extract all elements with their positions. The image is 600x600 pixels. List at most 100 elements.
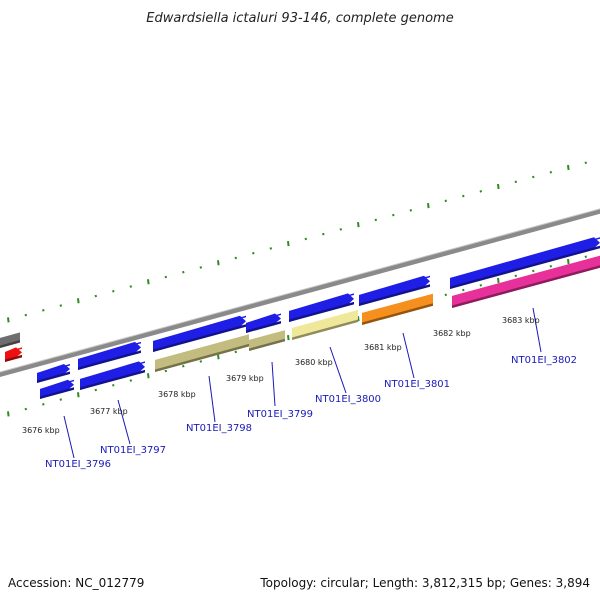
gene-leader-line bbox=[117, 399, 131, 445]
outer-scale-tick bbox=[357, 222, 360, 228]
gene-label: NT01EI_3796 bbox=[45, 459, 111, 470]
gene-blue-3796a bbox=[37, 364, 70, 383]
gene-blue-3796b-shade bbox=[40, 387, 74, 399]
outer-scale-tick bbox=[7, 317, 10, 323]
gene-blue-3799 bbox=[246, 313, 281, 333]
gene-gray-left-shade bbox=[0, 340, 20, 348]
outer-scale-tick bbox=[164, 275, 168, 279]
outer-scale-tick bbox=[444, 199, 448, 203]
gene-leader-line bbox=[532, 307, 542, 353]
outer-scale-tick bbox=[409, 209, 413, 212]
inner-scale-tick bbox=[462, 288, 465, 292]
gene-blue-3800 bbox=[289, 293, 354, 322]
gene-blue-3796a-shade bbox=[37, 371, 70, 383]
leader-layer bbox=[63, 307, 542, 459]
gene-magenta-3802 bbox=[452, 255, 600, 308]
gene-blue-3801 bbox=[359, 275, 430, 306]
inner-scale-tick bbox=[444, 293, 448, 297]
genome-backbone-highlight bbox=[0, 208, 600, 373]
inner-scale-tick bbox=[94, 388, 98, 392]
gene-gray-left-edge bbox=[0, 332, 20, 340]
outer-scale-tick bbox=[479, 190, 483, 193]
outer-scale-tick bbox=[339, 228, 343, 231]
kbp-label: 3678 kbp bbox=[158, 390, 196, 399]
gene-blue-3799-edge bbox=[246, 313, 281, 325]
gene-blue-3799-shade bbox=[246, 320, 281, 333]
gene-leader-line bbox=[402, 332, 415, 379]
outer-scale-tick bbox=[234, 256, 238, 260]
gene-layer bbox=[0, 237, 600, 399]
gene-blue-3801-shade bbox=[359, 284, 430, 306]
inner-scale-tick bbox=[112, 383, 115, 387]
kbp-label: 3682 kbp bbox=[433, 329, 471, 338]
gene-blue-3796a-edge bbox=[37, 364, 70, 375]
outer-scale-tick bbox=[514, 180, 518, 184]
gene-orange-3801-edge bbox=[362, 293, 433, 315]
outer-scale-tick bbox=[182, 270, 185, 274]
gene-blue-3796b-edge bbox=[40, 379, 74, 391]
outer-scale-tick bbox=[252, 251, 255, 255]
kbp-label-layer: 3676 kbp 3677 kbp 3678 kbp 3679 kbp 3680 kbp… bbox=[22, 316, 540, 435]
kbp-label: 3676 kbp bbox=[22, 426, 60, 435]
inner-scale-tick bbox=[234, 350, 238, 354]
gene-blue-3798-edge bbox=[153, 315, 246, 343]
outer-scale-tick bbox=[77, 298, 80, 304]
gene-blue-3802-shade bbox=[450, 245, 600, 289]
inner-scale-tick bbox=[287, 335, 290, 341]
inner-scale-tick bbox=[514, 274, 518, 278]
outer-scale-tick bbox=[427, 202, 430, 209]
gene-olive-3798-edge bbox=[155, 334, 249, 362]
accession-text: Accession: NC_012779 bbox=[8, 576, 144, 590]
outer-scale-tick bbox=[24, 313, 28, 317]
outer-scale-tick bbox=[129, 285, 133, 288]
inner-scale-tick bbox=[77, 392, 80, 398]
inner-scale-tick bbox=[129, 379, 133, 382]
gene-blue-3798-shade bbox=[153, 324, 246, 352]
inner-scale-tick bbox=[357, 316, 360, 322]
outer-scale-tick bbox=[217, 260, 220, 266]
inner-scale-tick bbox=[217, 354, 220, 360]
outer-scale-tick bbox=[42, 309, 45, 312]
gene-blue-3797a bbox=[78, 341, 141, 370]
kbp-label: 3679 kbp bbox=[226, 374, 264, 383]
outer-scale-tick bbox=[567, 164, 570, 171]
kbp-label: 3683 kbp bbox=[502, 316, 540, 325]
outer-scale-tick bbox=[147, 279, 150, 285]
kbp-label: 3677 kbp bbox=[90, 407, 128, 416]
inner-scale-tick bbox=[24, 407, 28, 411]
inner-scale-tick bbox=[7, 411, 10, 417]
gene-pale-3800-edge bbox=[292, 310, 358, 330]
map-title: Edwardsiella ictaluri 93-146, complete g… bbox=[146, 11, 453, 26]
gene-pale-3800-shade bbox=[292, 319, 358, 340]
inner-scale-tick bbox=[164, 369, 168, 373]
gene-leader-line bbox=[329, 346, 347, 394]
gene-blue-3800-shade bbox=[289, 301, 354, 322]
outer-scale-tick bbox=[322, 232, 325, 236]
gene-blue-3802 bbox=[450, 237, 600, 289]
inner-scale-tick bbox=[567, 258, 570, 265]
gene-leader-line bbox=[271, 361, 276, 407]
outer-scale-tick bbox=[304, 237, 308, 241]
gene-label: NT01EI_3799 bbox=[247, 409, 313, 420]
inner-scale-tick bbox=[532, 269, 535, 273]
gene-blue-3797b-shade bbox=[80, 369, 145, 390]
gene-olive-3799 bbox=[249, 330, 285, 351]
gene-red-left-shade bbox=[5, 354, 22, 362]
gene-label: NT01EI_3797 bbox=[100, 445, 166, 456]
outer-scale-tick bbox=[59, 304, 63, 307]
gene-label: NT01EI_3800 bbox=[315, 394, 381, 405]
gene-blue-3797b-edge bbox=[80, 361, 145, 381]
outer-scale-tick bbox=[532, 175, 535, 179]
outer-scale-tick bbox=[112, 289, 115, 293]
inner-scale-tick bbox=[584, 255, 588, 259]
inner-scale-tick bbox=[42, 403, 45, 406]
gene-blue-3802-edge bbox=[450, 237, 600, 280]
inner-scale-tick bbox=[147, 373, 150, 379]
outer-scale-tick bbox=[462, 194, 465, 198]
gene-blue-3800-edge bbox=[289, 293, 354, 313]
outer-scale-tick bbox=[269, 247, 273, 250]
inner-scale-tick bbox=[497, 277, 500, 284]
gene-olive-3798 bbox=[155, 334, 249, 372]
kbp-label: 3681 kbp bbox=[364, 343, 402, 352]
